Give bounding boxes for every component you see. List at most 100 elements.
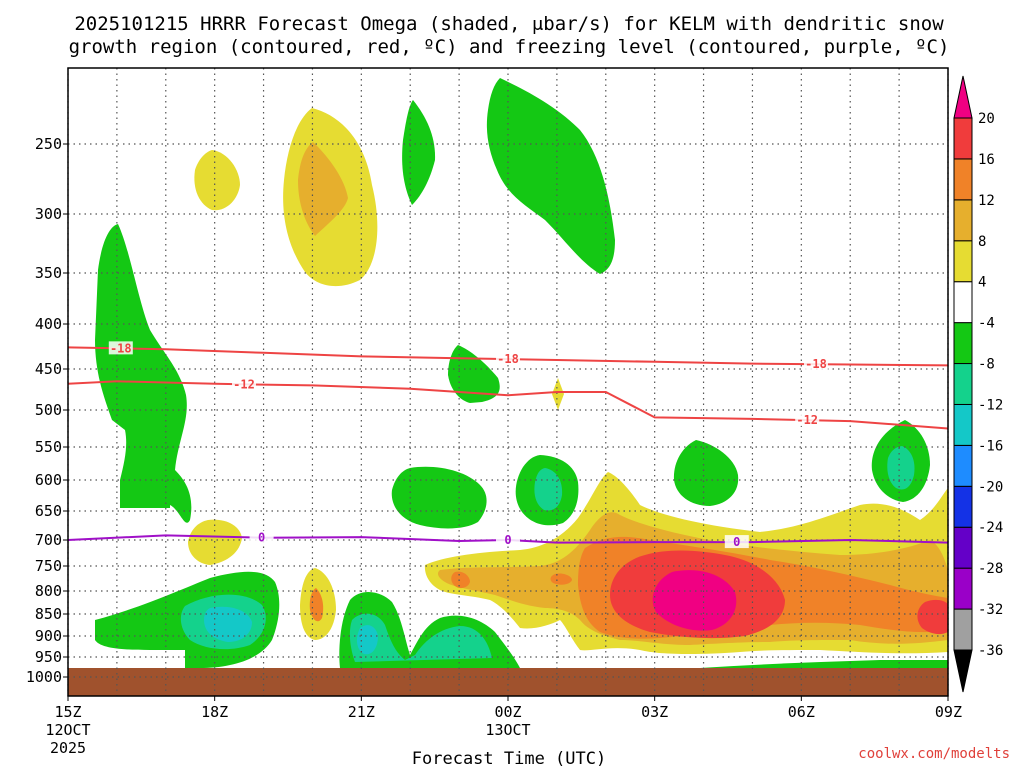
omega-region-yellow-small (194, 150, 240, 211)
y-tick-label: 250 (35, 135, 62, 153)
y-tick-label: 750 (35, 557, 62, 575)
omega-region-red-right (917, 599, 948, 635)
colorbar-swatch (953, 117, 973, 160)
contour-label: -12 (233, 377, 255, 391)
colorbar-swatch (953, 567, 973, 610)
colorbar-max-arrow (953, 75, 973, 119)
y-tick-label: 700 (35, 531, 62, 549)
contour-label-bg (496, 352, 520, 366)
omega-region-green-surface-right (700, 660, 948, 668)
contour-lines: -18 -18 -18 -12 -12 0 0 0 (67, 341, 949, 549)
colorbar-label: -24 (978, 520, 1003, 536)
colorbar-swatch (953, 158, 973, 201)
colorbar-label: -20 (978, 479, 1003, 495)
y-tick-label: 350 (35, 264, 62, 282)
omega-region-cyan-lower-mid (356, 625, 378, 655)
contour-label-bg (108, 341, 133, 355)
y-tick-label: 950 (35, 648, 62, 666)
colorbar-label: 16 (978, 152, 995, 168)
contour-label-bg (804, 357, 828, 371)
omega-region-teal-right (887, 446, 915, 490)
colorbar-swatch (953, 608, 973, 651)
contour-label: 0 (733, 535, 740, 549)
x-tick-label: 21Z (348, 703, 375, 721)
contour-label: -12 (796, 413, 818, 427)
colorbar-label: -36 (978, 643, 1003, 659)
omega-region-magenta-max (652, 570, 737, 631)
y-tick-label: 500 (35, 401, 62, 419)
colorbar-swatch (953, 485, 973, 528)
colorbar-label: 4 (978, 275, 986, 291)
omega-region-orange-pocket-1 (451, 571, 470, 589)
chart-title-line2: growth region (contoured, red, ºC) and f… (69, 36, 950, 58)
omega-region-green-lowmid-1 (391, 466, 487, 529)
contour-label-bg (496, 533, 520, 546)
omega-region-orange-upper (298, 142, 348, 236)
y-tick-label: 800 (35, 582, 62, 600)
y-tick-label: 600 (35, 471, 62, 489)
chart-title-line1: 2025101215 HRRR Forecast Omega (shaded, … (74, 13, 944, 35)
colorbar-min-arrow (953, 649, 973, 693)
contour-label: -18 (497, 352, 519, 366)
colorbar-label: 20 (978, 111, 995, 127)
x-axis-title: Forecast Time (UTC) (412, 749, 606, 768)
contour-label: -18 (805, 357, 827, 371)
x-tick-label: 00Z (494, 703, 521, 721)
omega-region-green-upper-2 (486, 78, 615, 274)
x-tick-date: 13OCT (485, 721, 530, 739)
omega-region-teal-lower-mid (349, 613, 492, 662)
omega-region-teal-lowmid-2 (534, 468, 563, 511)
plot-area: -18 -18 -18 -12 -12 0 0 0 (67, 67, 949, 697)
contour-line-1 (67, 380, 949, 430)
colorbar-label: -8 (978, 357, 995, 373)
credit-text: coolwx.com/modelts (858, 746, 1010, 762)
omega-region-yellow-tiny (552, 378, 564, 410)
y-tick-label: 850 (35, 605, 62, 623)
x-tick-label: 06Z (788, 703, 815, 721)
colorbar-swatch (953, 281, 973, 324)
colorbar-label: 8 (978, 234, 986, 250)
x-tick-date: 12OCT (45, 721, 90, 739)
colorbar-swatch (953, 363, 973, 405)
y-tick-label: 650 (35, 502, 62, 520)
colorbar-swatch (953, 526, 973, 569)
colorbar-swatch (953, 240, 973, 283)
contour-label: 0 (504, 533, 511, 547)
colorbar-label: -32 (978, 602, 1003, 618)
x-tick-label: 18Z (201, 703, 228, 721)
omega-shading (95, 78, 948, 668)
colorbar-swatch (953, 199, 973, 242)
colorbar-label: -12 (978, 397, 1003, 413)
colorbar-label: 12 (978, 193, 995, 209)
omega-region-green-mid-1 (448, 345, 500, 403)
terrain-surface (68, 668, 948, 696)
colorbar-swatch (953, 322, 973, 365)
colorbar: -36 -32 -28 -24 -20 -16 -12 -8 -4 4 8 12 16 20 (953, 75, 1003, 693)
omega-region-green-lowmid-3 (673, 440, 739, 506)
omega-region-orange-pocket-2 (550, 573, 572, 585)
contour-label: 0 (258, 531, 265, 545)
y-tick-label: 450 (35, 360, 62, 378)
y-tick-label: 1000 (26, 668, 62, 686)
colorbar-label: -4 (978, 316, 995, 332)
colorbar-swatch (953, 403, 973, 446)
colorbar-label: -28 (978, 561, 1003, 577)
omega-region-green-left (95, 224, 192, 523)
omega-region-orange-lowmid-small (309, 588, 324, 622)
omega-region-cyan-lower-left (204, 606, 252, 642)
contour-label-bg (795, 413, 820, 427)
y-axis: 250 300 350 400 450 500 550 600 650 700 750 800 850 9… (26, 135, 68, 686)
contour-label-bg (724, 535, 749, 549)
x-tick-label: 15Z (54, 703, 81, 721)
y-tick-label: 550 (35, 438, 62, 456)
y-tick-label: 400 (35, 315, 62, 333)
contour-label-bg (249, 530, 274, 544)
x-tick-year: 2025 (50, 739, 86, 757)
contour-label: -18 (110, 341, 132, 355)
y-tick-label: 300 (35, 205, 62, 223)
y-tick-label: 900 (35, 627, 62, 645)
contour-label-bg (232, 377, 256, 391)
x-tick-label: 09Z (935, 703, 962, 721)
